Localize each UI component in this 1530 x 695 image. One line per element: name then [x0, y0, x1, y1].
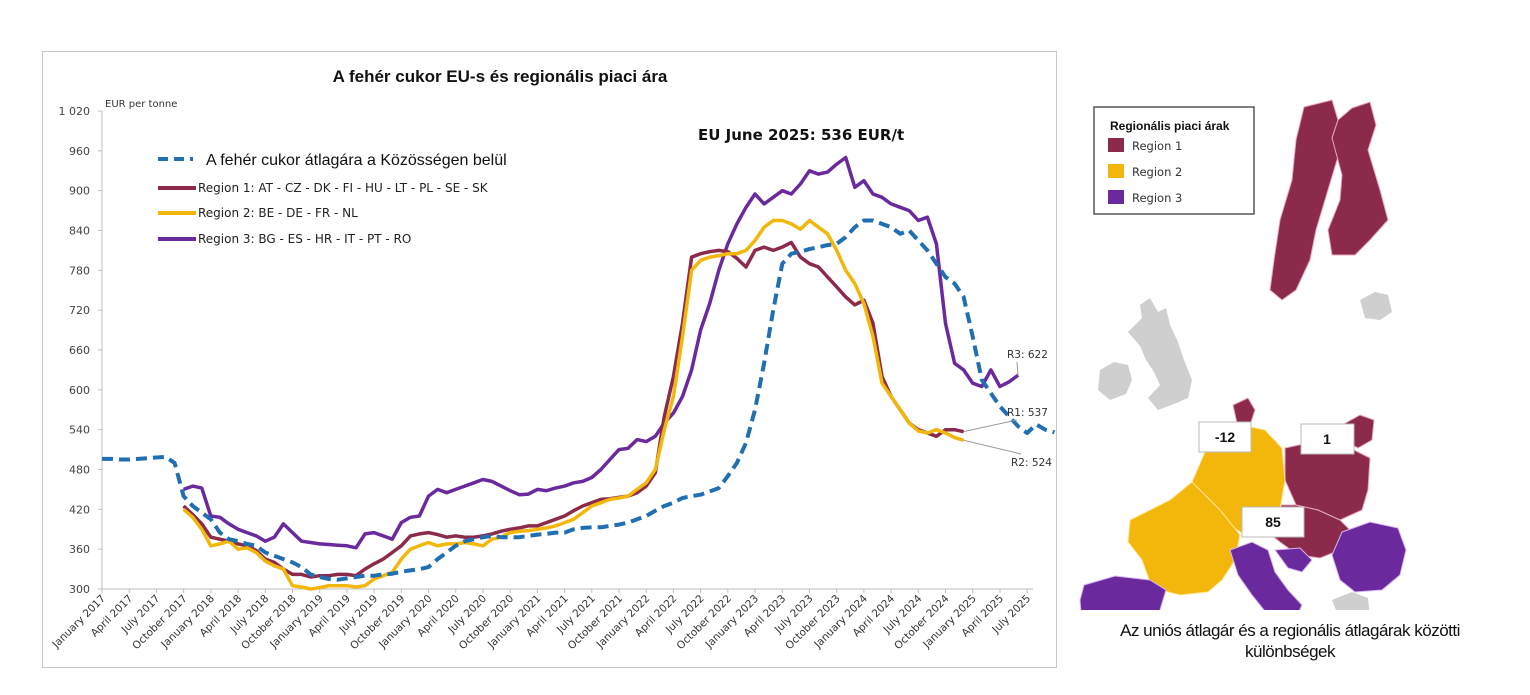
- map-legend-label-region-1: Region 1: [1132, 139, 1182, 153]
- map-caption-line-2: különbségek: [1245, 642, 1335, 661]
- map-legend-label-region-3: Region 3: [1132, 191, 1182, 205]
- end-labels: R1: 537 R2: 524 R3: 622: [963, 349, 1052, 469]
- legend-label-region-1: Region 1: AT - CZ - DK - FI - HU - LT - …: [198, 181, 489, 195]
- end-label-leader: [963, 439, 1022, 455]
- country-baltic-north: [1360, 292, 1392, 320]
- series-line-region-2: [182, 218, 965, 591]
- country-sweden: [1269, 99, 1341, 301]
- chart-annotation: EU June 2025: 536 EUR/t: [698, 126, 904, 144]
- country-uk: [1128, 298, 1192, 410]
- map-legend-label-region-2: Region 2: [1132, 165, 1182, 179]
- end-label-leader: [963, 419, 1018, 433]
- y-tick-label: 720: [69, 304, 90, 317]
- legend-label-eu-average: A fehér cukor átlagára a Közösségen belü…: [206, 152, 507, 169]
- y-tick-label: 900: [69, 185, 90, 198]
- y-tick-label: 600: [69, 384, 90, 397]
- legend-label-region-3: Region 3: BG - ES - HR - IT - PT - RO: [198, 232, 411, 246]
- country-spain-portugal: [1079, 575, 1167, 610]
- region-3-countries: [1079, 521, 1407, 610]
- difference-box-region-1: [1300, 423, 1355, 455]
- country-romania-bulgaria: [1331, 521, 1407, 593]
- map-caption-line-1: Az uniós átlagár és a regionális átlagár…: [1120, 621, 1460, 640]
- country-italy: [1229, 541, 1303, 610]
- non-member-countries: [1098, 292, 1392, 610]
- chart-legend: A fehér cukor átlagára a Közösségen belü…: [158, 152, 507, 246]
- y-axis-unit-label: EUR per tonne: [105, 99, 177, 110]
- series-line-region-3: [183, 155, 1020, 550]
- end-label-region-2: R2: 524: [1011, 457, 1052, 469]
- country-ireland: [1098, 362, 1132, 400]
- legend-swatch-region-2: [1108, 164, 1124, 178]
- y-tick-label: 840: [69, 225, 90, 238]
- legend-swatch-region-1: [1108, 138, 1124, 152]
- y-tick-label: 300: [69, 583, 90, 596]
- chart-title: A fehér cukor EU-s és regionális piaci á…: [333, 67, 668, 86]
- country-finland: [1327, 101, 1389, 256]
- eu-region-map: Regionális piaci árak Region 1 Region 2 …: [1079, 99, 1407, 610]
- end-label-region-1: R1: 537: [1007, 407, 1048, 419]
- map-legend-title: Regionális piaci árak: [1110, 119, 1230, 133]
- difference-value-region-2: -12: [1215, 429, 1235, 445]
- end-label-leader: [1016, 361, 1019, 376]
- map-caption: Az uniós átlagár és a regionális átlagár…: [1090, 620, 1490, 662]
- chart-panel: A fehér cukor EU-s és regionális piaci á…: [42, 51, 1057, 668]
- y-tick-label: 1 020: [59, 105, 91, 118]
- legend-label-region-2: Region 2: BE - DE - FR - NL: [198, 206, 358, 220]
- chart-series: [102, 155, 1055, 591]
- end-label-region-3: R3: 622: [1007, 349, 1048, 361]
- difference-value-region-3: 85: [1265, 514, 1281, 530]
- y-tick-label: 540: [69, 424, 90, 437]
- y-tick-label: 420: [69, 503, 90, 516]
- series-line-region-1: [182, 240, 964, 579]
- difference-box-region-2: [1198, 421, 1252, 453]
- difference-box-region-3: [1241, 506, 1305, 538]
- country-greece: [1332, 592, 1370, 610]
- region-1-countries: [1232, 99, 1389, 559]
- country-croatia: [1274, 547, 1313, 573]
- y-tick-label: 780: [69, 264, 90, 277]
- country-france: [1127, 481, 1241, 596]
- y-tick-label: 960: [69, 145, 90, 158]
- y-tick-label: 480: [69, 464, 90, 477]
- y-axis-ticks: 300 360 420 480 540 600 660 720 780 840 900 960 1 02…: [59, 105, 102, 596]
- line-chart: A fehér cukor EU-s és regionális piaci á…: [50, 67, 1055, 652]
- series-line-eu-average: [102, 218, 1055, 582]
- difference-value-region-1: 1: [1323, 431, 1331, 447]
- legend-swatch-region-3: [1108, 190, 1124, 204]
- y-tick-label: 360: [69, 543, 90, 556]
- y-tick-label: 660: [69, 344, 90, 357]
